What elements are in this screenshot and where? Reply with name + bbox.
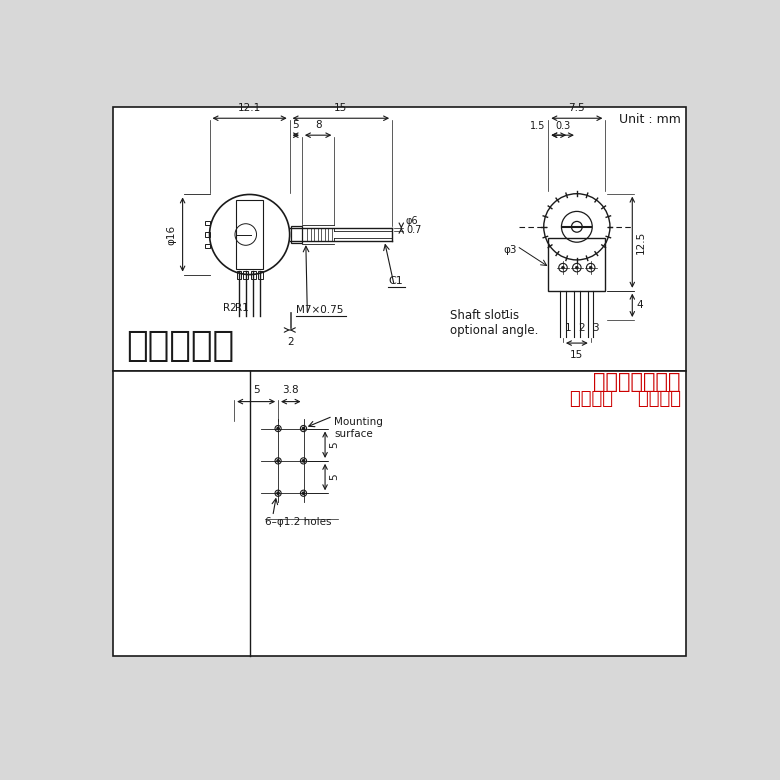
Text: 深圳富通伟电子: 深圳富通伟电子 — [594, 372, 681, 392]
Text: 现货实拍    质量保证: 现货实拍 质量保证 — [570, 390, 681, 408]
Text: 3.8: 3.8 — [282, 385, 299, 395]
Text: M7×0.75: M7×0.75 — [296, 305, 343, 315]
Text: 7.5: 7.5 — [569, 103, 585, 113]
Text: C1: C1 — [388, 276, 403, 286]
Text: R2: R2 — [224, 303, 237, 314]
Bar — [291, 225, 302, 243]
Text: 15: 15 — [334, 103, 347, 113]
Text: 5: 5 — [292, 120, 299, 129]
Circle shape — [303, 459, 305, 462]
Text: 1: 1 — [565, 323, 571, 333]
Text: φ6: φ6 — [406, 216, 419, 226]
Bar — [205, 221, 210, 225]
Circle shape — [303, 427, 305, 430]
Text: 1.5: 1.5 — [530, 122, 545, 131]
Text: 4: 4 — [636, 300, 643, 310]
Bar — [113, 370, 686, 656]
Text: φ16: φ16 — [166, 225, 176, 245]
Bar — [258, 271, 263, 279]
Bar — [236, 271, 241, 279]
Bar — [548, 239, 605, 291]
Text: 2: 2 — [579, 323, 585, 333]
Circle shape — [590, 266, 592, 269]
Text: 12.1: 12.1 — [238, 103, 261, 113]
Bar — [236, 200, 264, 269]
Circle shape — [277, 459, 279, 462]
Text: Mounting
surface: Mounting surface — [335, 417, 383, 438]
Text: 外形尺寸图: 外形尺寸图 — [126, 329, 235, 363]
Text: 0.3: 0.3 — [555, 122, 570, 131]
Bar — [205, 232, 210, 237]
Text: 5: 5 — [253, 385, 260, 395]
Bar — [113, 108, 686, 370]
Text: 5: 5 — [329, 441, 339, 448]
Circle shape — [277, 492, 279, 495]
Text: Shaft slot is
optional angle.: Shaft slot is optional angle. — [450, 309, 538, 337]
Text: 15: 15 — [570, 350, 583, 360]
Bar — [205, 243, 210, 248]
Text: R1: R1 — [235, 303, 249, 314]
Text: φ3: φ3 — [504, 245, 517, 255]
Bar — [243, 271, 248, 279]
Text: 3: 3 — [592, 323, 599, 333]
Text: 2: 2 — [287, 337, 294, 347]
Text: 1: 1 — [504, 310, 511, 321]
Circle shape — [303, 492, 305, 495]
Text: 8: 8 — [315, 120, 321, 129]
Text: 6–φ1.2 holes: 6–φ1.2 holes — [265, 517, 332, 527]
Circle shape — [562, 266, 565, 269]
Text: 0.7: 0.7 — [406, 225, 421, 235]
Circle shape — [576, 266, 578, 269]
Text: 12.5: 12.5 — [636, 231, 646, 254]
Bar — [251, 271, 256, 279]
Text: Unit : mm: Unit : mm — [619, 113, 681, 126]
Circle shape — [277, 427, 279, 430]
Text: 5: 5 — [329, 473, 339, 480]
